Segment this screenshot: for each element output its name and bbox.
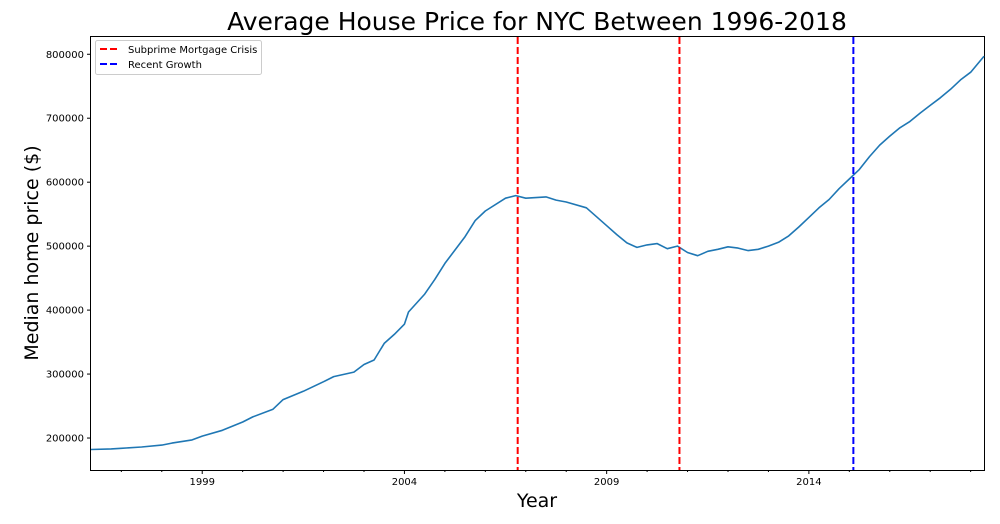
- plot-area: [90, 36, 985, 471]
- y-axis: 200000 300000 400000 500000 600000 700000 8000…: [46, 50, 91, 445]
- legend-label: Subprime Mortgage Crisis: [128, 45, 257, 56]
- x-tick-label: 2009: [594, 477, 619, 488]
- y-axis-label: Median home price ($): [21, 145, 43, 360]
- x-tick-label: 1999: [189, 477, 214, 488]
- legend: Subprime Mortgage Crisis Recent Growth: [95, 40, 262, 75]
- y-tick-label: 300000: [46, 370, 84, 381]
- y-tick-label: 200000: [46, 434, 84, 445]
- y-tick-label: 800000: [46, 50, 84, 61]
- x-tick-label: 2004: [392, 477, 417, 488]
- x-axis: 1999 2004 2009 2014: [120, 470, 972, 488]
- y-tick-label: 400000: [46, 306, 84, 317]
- vertical-lines: [516, 37, 855, 470]
- legend-label: Recent Growth: [128, 60, 202, 71]
- legend-box: [95, 40, 262, 75]
- x-tick-label: 2014: [796, 477, 821, 488]
- price-line: [90, 55, 985, 451]
- y-tick-label: 700000: [46, 114, 84, 125]
- chart-title: Average House Price for NYC Between 1996…: [227, 7, 847, 36]
- x-axis-label: Year: [516, 490, 557, 512]
- series-layer: [90, 55, 985, 451]
- y-tick-label: 500000: [46, 242, 84, 253]
- y-tick-label: 600000: [46, 178, 84, 189]
